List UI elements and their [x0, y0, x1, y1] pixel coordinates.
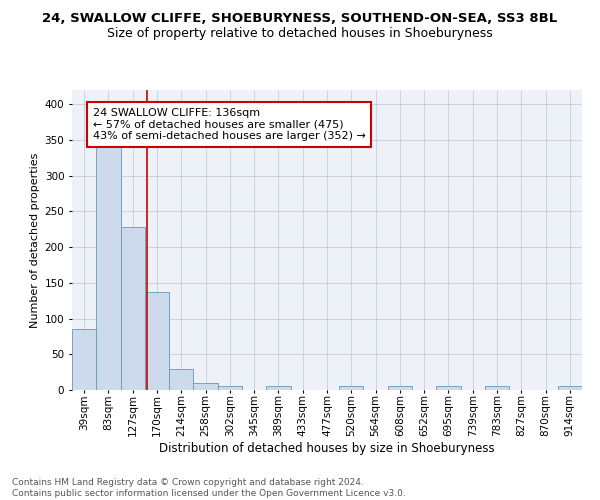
- Text: 24 SWALLOW CLIFFE: 136sqm
← 57% of detached houses are smaller (475)
43% of semi: 24 SWALLOW CLIFFE: 136sqm ← 57% of detac…: [92, 108, 365, 141]
- Bar: [266, 386, 290, 390]
- Bar: [96, 147, 121, 390]
- Bar: [145, 292, 169, 390]
- Bar: [558, 386, 582, 390]
- Bar: [193, 383, 218, 390]
- Bar: [388, 386, 412, 390]
- Y-axis label: Number of detached properties: Number of detached properties: [31, 152, 40, 328]
- X-axis label: Distribution of detached houses by size in Shoeburyness: Distribution of detached houses by size …: [159, 442, 495, 455]
- Text: Size of property relative to detached houses in Shoeburyness: Size of property relative to detached ho…: [107, 28, 493, 40]
- Text: 24, SWALLOW CLIFFE, SHOEBURYNESS, SOUTHEND-ON-SEA, SS3 8BL: 24, SWALLOW CLIFFE, SHOEBURYNESS, SOUTHE…: [43, 12, 557, 26]
- Bar: [218, 386, 242, 390]
- Bar: [169, 370, 193, 390]
- Bar: [72, 330, 96, 390]
- Bar: [339, 386, 364, 390]
- Text: Contains HM Land Registry data © Crown copyright and database right 2024.
Contai: Contains HM Land Registry data © Crown c…: [12, 478, 406, 498]
- Bar: [485, 386, 509, 390]
- Bar: [436, 386, 461, 390]
- Bar: [121, 227, 145, 390]
